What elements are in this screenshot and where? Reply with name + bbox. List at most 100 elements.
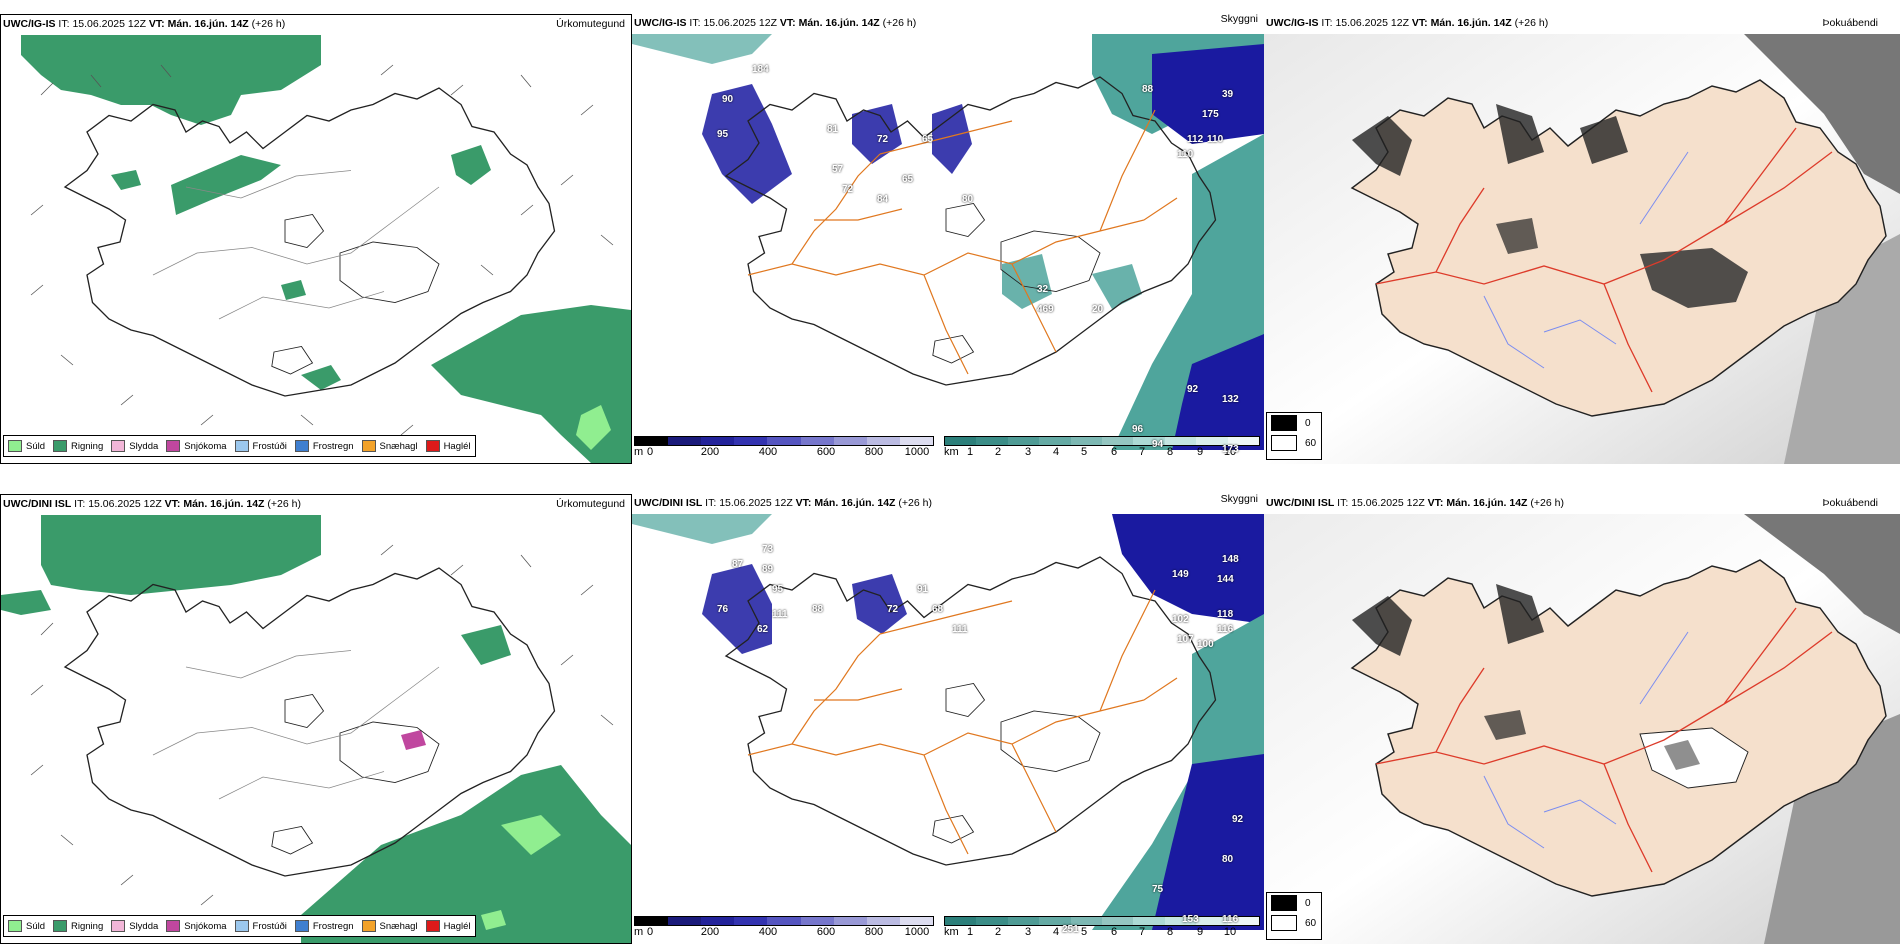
legend-item: Haglél <box>425 920 471 932</box>
panel-header: UWC/DINI ISL IT: 15.06.2025 12Z VT: Mán.… <box>1264 494 1564 514</box>
legend-item: Haglél <box>425 440 471 452</box>
elevation-scale: m 0 200 400 600 800 1000 <box>634 916 934 940</box>
km-tick: 6 <box>1110 446 1118 458</box>
km-tick: 10 <box>1223 926 1237 938</box>
vt-value: Mán. 16.jún. 14Z <box>183 498 265 510</box>
legend-item: Snæhagl <box>361 440 418 452</box>
lead-time: (+26 h) <box>1514 17 1549 29</box>
precip-panel-top: UWC/IG-IS IT: 15.06.2025 12Z VT: Mán. 16… <box>0 14 632 464</box>
km-tick: 9 <box>1196 926 1204 938</box>
panel-tag: Úrkomutegund <box>556 18 625 30</box>
precip-map <box>1 515 631 943</box>
it-label: IT: <box>74 498 86 510</box>
legend-item: Súld <box>8 440 45 452</box>
it-label: IT: <box>689 17 701 29</box>
km-scale: km 1 2 3 4 5 6 7 8 9 10 <box>944 916 1260 940</box>
km-swatches <box>944 916 1260 926</box>
legend-item: Frostregn <box>294 440 354 452</box>
model-name: UWC/DINI ISL <box>3 498 72 510</box>
legend-item: Rigning <box>53 920 103 932</box>
elevation-tick: 0 <box>646 926 654 938</box>
elevation-swatches <box>634 916 934 926</box>
model-name: UWC/DINI ISL <box>634 497 703 509</box>
it-value: 15.06.2025 12Z <box>703 17 777 29</box>
vt-value: Mán. 16.jún. 14Z <box>798 17 880 29</box>
vt-value: Mán. 16.jún. 14Z <box>814 497 896 509</box>
vt-value: Mán. 16.jún. 14Z <box>167 18 249 30</box>
legend-item: Snjókoma <box>166 920 227 932</box>
fog-map <box>1264 34 1900 464</box>
it-value: 15.06.2025 12Z <box>1351 497 1425 509</box>
vt-label: VT: <box>1427 497 1444 509</box>
lead-time: (+26 h) <box>882 17 917 29</box>
elevation-tick: 1000 <box>904 926 930 938</box>
panel-header: UWC/DINI ISL IT: 15.06.2025 12Z VT: Mán.… <box>1 495 301 515</box>
fog-panel-top: UWC/IG-IS IT: 15.06.2025 12Z VT: Mán. 16… <box>1264 14 1900 464</box>
km-tick: 9 <box>1196 446 1204 458</box>
km-tick: 2 <box>994 926 1002 938</box>
panel-tag: Þokuábendi <box>1822 497 1878 509</box>
km-tick: 10 <box>1223 446 1237 458</box>
elevation-tick: 200 <box>700 446 720 458</box>
it-value: 15.06.2025 12Z <box>72 18 146 30</box>
panel-header: UWC/IG-IS IT: 15.06.2025 12Z VT: Mán. 16… <box>632 14 916 34</box>
vt-label: VT: <box>148 18 165 30</box>
km-tick: 6 <box>1110 926 1118 938</box>
visibility-panel-top: UWC/IG-IS IT: 15.06.2025 12Z VT: Mán. 16… <box>632 14 1264 464</box>
lead-time: (+26 h) <box>251 18 286 30</box>
panel-tag: Þokuábendi <box>1822 17 1878 29</box>
km-tick: 1 <box>966 446 974 458</box>
precip-map <box>1 35 631 463</box>
fog-legend: 0 60 <box>1266 892 1322 940</box>
panel-header: UWC/IG-IS IT: 15.06.2025 12Z VT: Mán. 16… <box>1 15 285 35</box>
elevation-tick: 600 <box>816 926 836 938</box>
it-value: 15.06.2025 12Z <box>1335 17 1409 29</box>
elevation-unit: m <box>634 926 644 938</box>
precip-legend: Súld Rigning Slydda Snjókoma Frostúði Fr… <box>3 435 476 457</box>
fog-panel-bottom: UWC/DINI ISL IT: 15.06.2025 12Z VT: Mán.… <box>1264 494 1900 944</box>
fog-legend-max: 60 <box>1305 437 1317 449</box>
legend-item: Slydda <box>111 440 158 452</box>
fog-legend-max: 60 <box>1305 917 1317 929</box>
elevation-tick: 800 <box>864 446 884 458</box>
legend-item: Slydda <box>111 920 158 932</box>
km-tick: 7 <box>1138 446 1146 458</box>
fog-legend: 0 60 <box>1266 412 1322 460</box>
panel-tag: Skyggni <box>1220 494 1258 505</box>
fog-map <box>1264 514 1900 944</box>
elevation-tick: 0 <box>646 446 654 458</box>
model-name: UWC/IG-IS <box>3 18 56 30</box>
vt-value: Mán. 16.jún. 14Z <box>1446 497 1528 509</box>
km-tick: 2 <box>994 446 1002 458</box>
panel-header: UWC/IG-IS IT: 15.06.2025 12Z VT: Mán. 16… <box>1264 14 1548 34</box>
lead-time: (+26 h) <box>267 498 301 510</box>
it-label: IT: <box>1321 17 1333 29</box>
visibility-map <box>632 34 1264 450</box>
model-name: UWC/IG-IS <box>1266 17 1319 29</box>
legend-item: Frostúði <box>234 440 287 452</box>
km-tick: 3 <box>1024 446 1032 458</box>
km-scale: km 1 2 3 4 5 6 7 8 9 10 <box>944 436 1260 460</box>
km-tick: 4 <box>1052 926 1060 938</box>
elevation-swatches <box>634 436 934 446</box>
visibility-panel-bottom: UWC/DINI ISL IT: 15.06.2025 12Z VT: Mán.… <box>632 494 1264 944</box>
km-tick: 8 <box>1166 926 1174 938</box>
it-value: 15.06.2025 12Z <box>719 497 793 509</box>
elevation-unit: m <box>634 446 644 458</box>
km-tick: 7 <box>1138 926 1146 938</box>
elevation-tick: 200 <box>700 926 720 938</box>
vt-label: VT: <box>1411 17 1428 29</box>
fog-legend-min: 0 <box>1305 417 1311 429</box>
model-name: UWC/DINI ISL <box>1266 497 1335 509</box>
lead-time: (+26 h) <box>1530 497 1564 509</box>
elevation-tick: 800 <box>864 926 884 938</box>
legend-item: Frostregn <box>294 920 354 932</box>
legend-item: Frostúði <box>234 920 287 932</box>
km-swatches <box>944 436 1260 446</box>
panel-tag: Úrkomutegund <box>556 498 625 510</box>
vt-value: Mán. 16.jún. 14Z <box>1430 17 1512 29</box>
vt-label: VT: <box>164 498 181 510</box>
km-tick: 4 <box>1052 446 1060 458</box>
km-tick: 8 <box>1166 446 1174 458</box>
legend-item: Snæhagl <box>361 920 418 932</box>
